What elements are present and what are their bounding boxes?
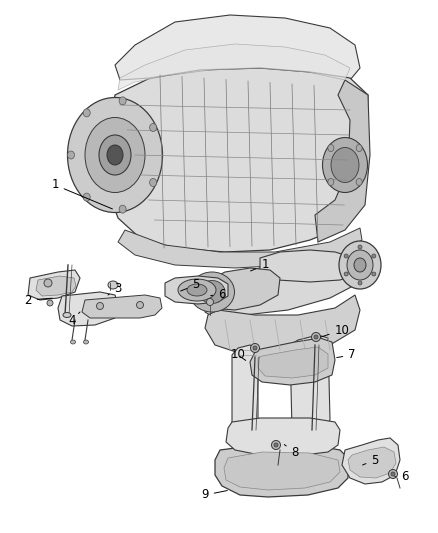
Ellipse shape bbox=[328, 144, 334, 151]
Ellipse shape bbox=[206, 298, 213, 305]
Ellipse shape bbox=[190, 272, 234, 312]
Polygon shape bbox=[205, 255, 360, 318]
Text: 10: 10 bbox=[321, 324, 350, 337]
Polygon shape bbox=[260, 250, 360, 282]
Ellipse shape bbox=[389, 470, 398, 479]
Ellipse shape bbox=[187, 284, 207, 296]
Ellipse shape bbox=[99, 135, 131, 175]
Text: 9: 9 bbox=[201, 489, 227, 502]
Ellipse shape bbox=[328, 179, 334, 185]
Text: 4: 4 bbox=[68, 312, 80, 327]
Text: 7: 7 bbox=[337, 349, 356, 361]
Ellipse shape bbox=[372, 272, 376, 276]
Polygon shape bbox=[224, 452, 340, 490]
Ellipse shape bbox=[251, 343, 259, 352]
Polygon shape bbox=[258, 347, 328, 378]
Text: 1: 1 bbox=[51, 179, 113, 209]
Ellipse shape bbox=[150, 124, 157, 132]
Text: 3: 3 bbox=[108, 281, 122, 295]
Ellipse shape bbox=[96, 303, 103, 310]
Polygon shape bbox=[118, 228, 362, 268]
Ellipse shape bbox=[199, 280, 225, 303]
Polygon shape bbox=[115, 15, 360, 80]
Polygon shape bbox=[28, 270, 80, 300]
Ellipse shape bbox=[344, 254, 348, 258]
Polygon shape bbox=[348, 447, 396, 478]
Ellipse shape bbox=[67, 98, 162, 213]
Polygon shape bbox=[226, 418, 340, 456]
Text: 5: 5 bbox=[363, 454, 379, 466]
Ellipse shape bbox=[84, 340, 88, 344]
Ellipse shape bbox=[83, 193, 90, 201]
Ellipse shape bbox=[339, 241, 381, 289]
Ellipse shape bbox=[314, 335, 318, 339]
Ellipse shape bbox=[63, 312, 71, 318]
Text: 6: 6 bbox=[211, 287, 226, 301]
Text: 8: 8 bbox=[284, 445, 299, 458]
Polygon shape bbox=[107, 68, 368, 252]
Ellipse shape bbox=[391, 472, 395, 476]
Polygon shape bbox=[315, 80, 370, 242]
Ellipse shape bbox=[71, 340, 75, 344]
Ellipse shape bbox=[150, 179, 157, 187]
Text: 5: 5 bbox=[180, 279, 200, 292]
Ellipse shape bbox=[354, 258, 366, 272]
Ellipse shape bbox=[356, 144, 362, 151]
Ellipse shape bbox=[137, 302, 144, 309]
Polygon shape bbox=[215, 445, 348, 497]
Ellipse shape bbox=[356, 179, 362, 185]
Ellipse shape bbox=[83, 109, 90, 117]
Polygon shape bbox=[290, 335, 330, 435]
Ellipse shape bbox=[119, 205, 126, 213]
Polygon shape bbox=[165, 276, 228, 304]
Ellipse shape bbox=[67, 151, 74, 159]
Polygon shape bbox=[232, 345, 258, 438]
Polygon shape bbox=[118, 44, 350, 90]
Ellipse shape bbox=[47, 300, 53, 306]
Ellipse shape bbox=[107, 145, 123, 165]
Ellipse shape bbox=[331, 148, 359, 182]
Ellipse shape bbox=[44, 279, 52, 287]
Text: 2: 2 bbox=[24, 294, 52, 306]
Ellipse shape bbox=[372, 254, 376, 258]
Polygon shape bbox=[58, 292, 118, 326]
Ellipse shape bbox=[253, 346, 257, 350]
Polygon shape bbox=[82, 295, 162, 318]
Text: 10: 10 bbox=[230, 349, 246, 361]
Polygon shape bbox=[205, 295, 360, 355]
Ellipse shape bbox=[344, 272, 348, 276]
Polygon shape bbox=[36, 276, 76, 296]
Text: 1: 1 bbox=[251, 259, 269, 271]
Ellipse shape bbox=[85, 117, 145, 192]
Polygon shape bbox=[250, 338, 335, 385]
Ellipse shape bbox=[272, 440, 280, 449]
Ellipse shape bbox=[311, 333, 321, 342]
Polygon shape bbox=[196, 268, 280, 310]
Ellipse shape bbox=[119, 97, 126, 105]
Ellipse shape bbox=[178, 279, 216, 301]
Ellipse shape bbox=[108, 281, 118, 289]
Polygon shape bbox=[342, 438, 400, 484]
Text: 6: 6 bbox=[395, 470, 409, 482]
Ellipse shape bbox=[358, 245, 362, 249]
Ellipse shape bbox=[322, 138, 367, 192]
Ellipse shape bbox=[274, 443, 278, 447]
Ellipse shape bbox=[358, 281, 362, 285]
Ellipse shape bbox=[347, 250, 373, 280]
